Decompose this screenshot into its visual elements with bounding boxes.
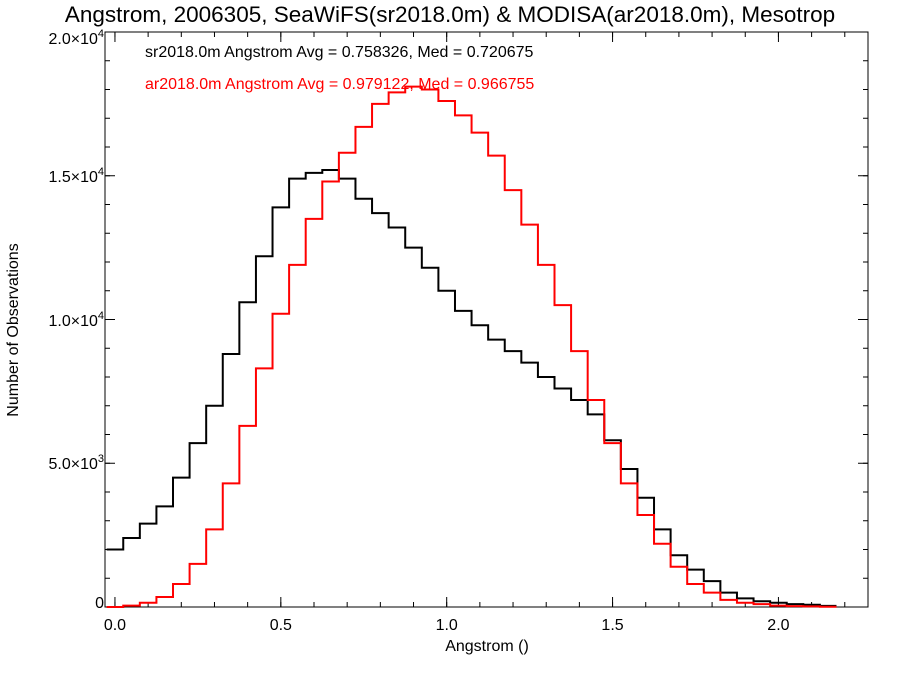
- x-tick-label: 0.5: [269, 617, 292, 634]
- y-tick-label: 5.0×103: [48, 453, 104, 474]
- y-tick-label: 2.0×104: [48, 28, 104, 48]
- x-tick-label: 1.0: [435, 617, 458, 634]
- y-tick-label: 1.5×104: [48, 165, 104, 186]
- chart-title-text: Angstrom, 2006305, SeaWiFS(sr2018.0m) & …: [64, 2, 836, 27]
- x-axis-label: Angstrom (): [445, 638, 529, 655]
- x-tick-label: 0.0: [103, 617, 127, 634]
- y-tick-label: 0: [95, 595, 104, 612]
- series-sr2018: [106, 169, 837, 607]
- legend-series-ar2018: ar2018.0m Angstrom Avg = 0.979122, Med =…: [145, 76, 535, 93]
- series-line: [106, 85, 837, 608]
- x-tick-label: 2.0: [767, 617, 790, 634]
- x-tick-label: 1.5: [601, 617, 624, 634]
- chart-title: Angstrom, 2006305, SeaWiFS(sr2018.0m) & …: [0, 2, 900, 36]
- series-line: [106, 169, 837, 607]
- axis-ticks: [105, 31, 868, 608]
- y-tick-label: 1.0×104: [48, 309, 104, 330]
- legend-series-sr2018: sr2018.0m Angstrom Avg = 0.758326, Med =…: [145, 44, 534, 61]
- plot-frame: [104, 31, 869, 608]
- series-ar2018: [106, 85, 837, 608]
- y-axis-label: Number of Observations: [5, 243, 22, 417]
- data-series: [106, 85, 837, 608]
